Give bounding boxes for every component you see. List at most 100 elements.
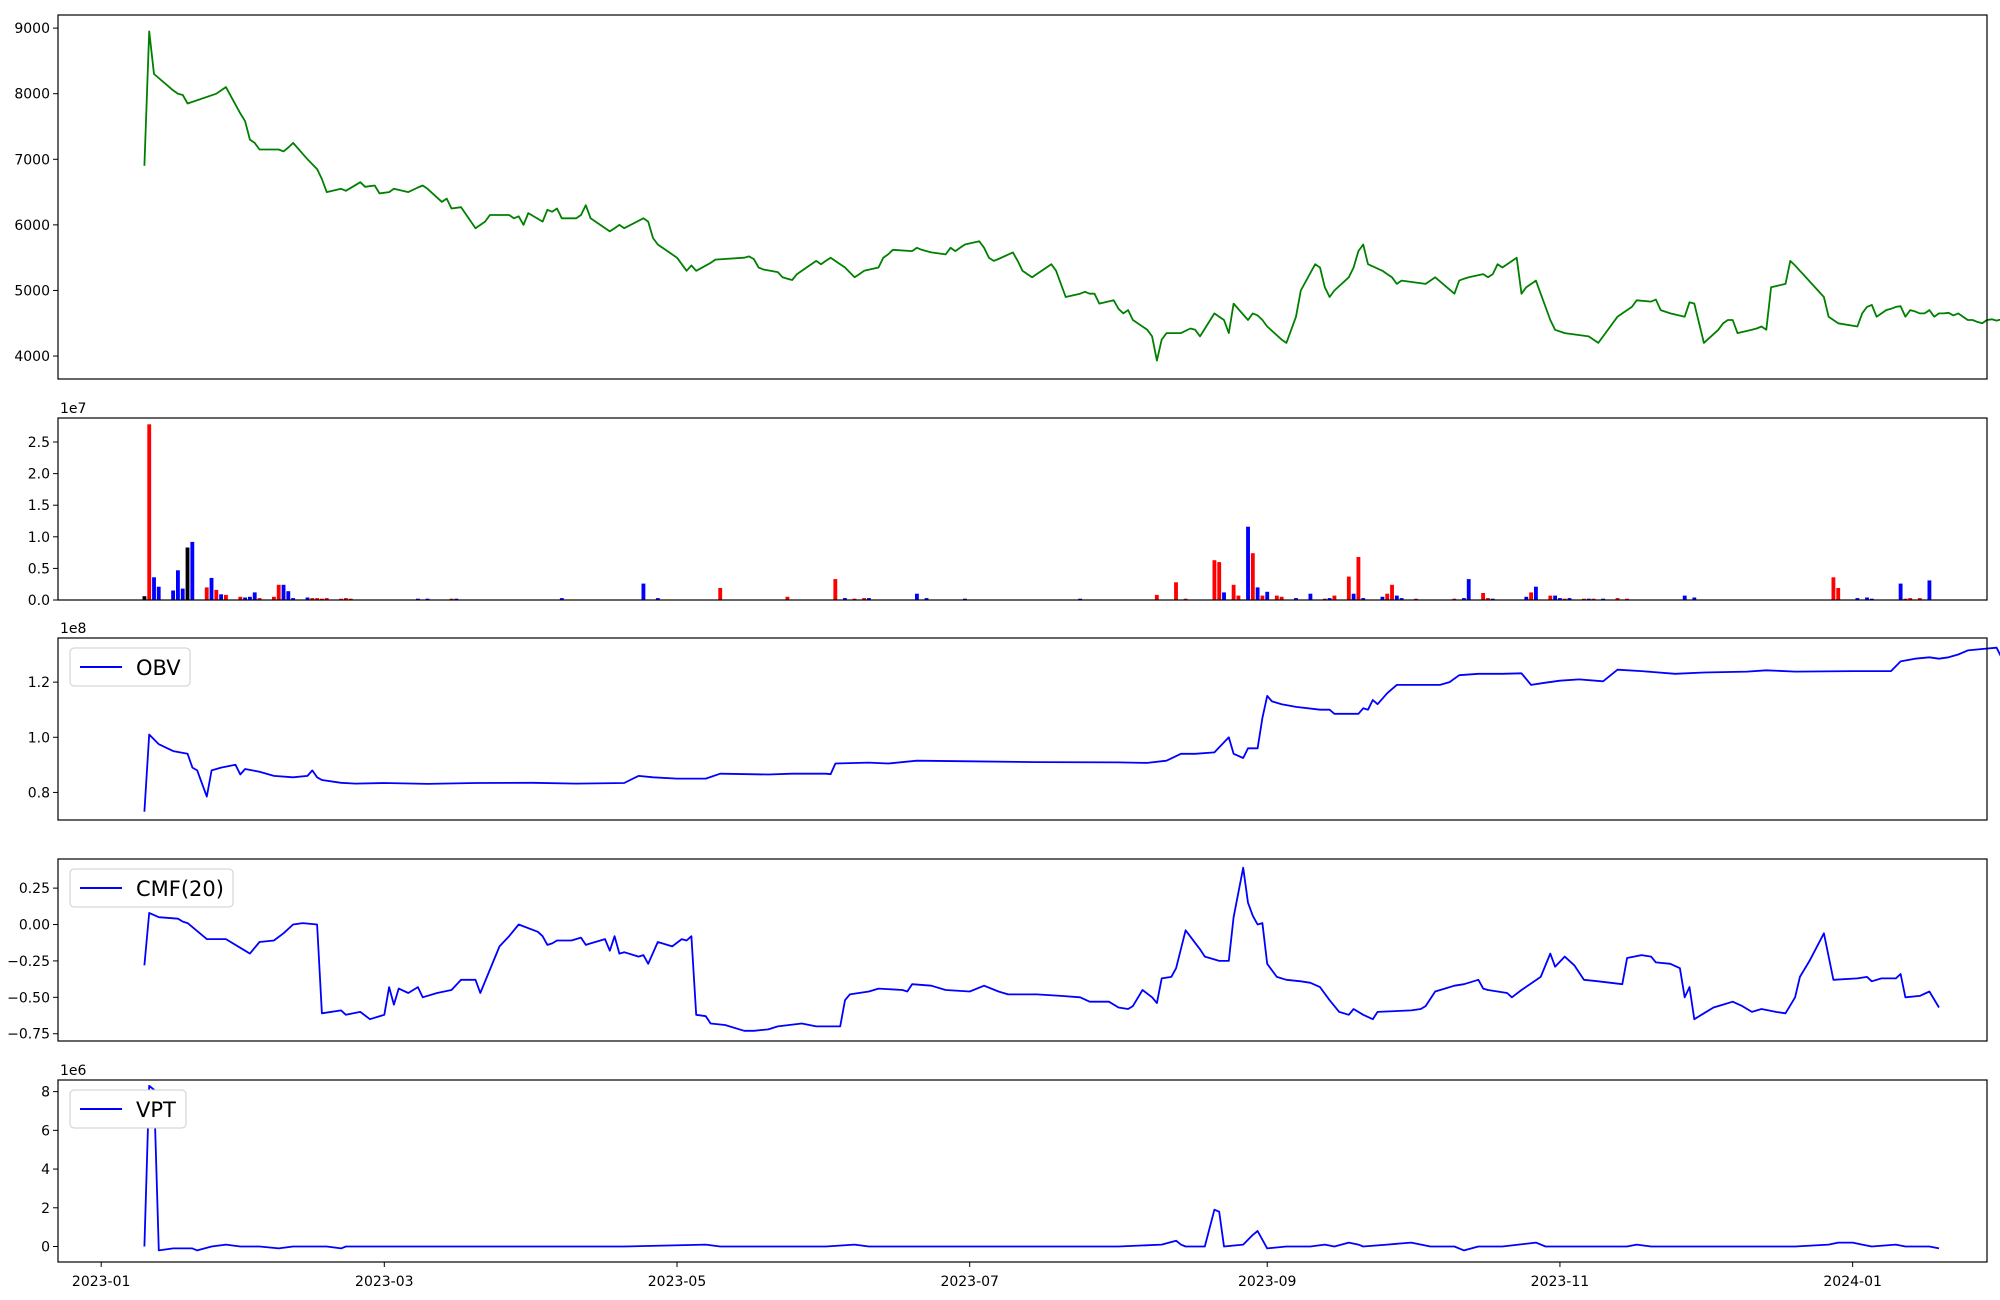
volume-bar bbox=[1260, 595, 1265, 600]
volume-bar bbox=[833, 579, 838, 600]
volume-bar bbox=[963, 598, 967, 600]
volume-bar bbox=[1836, 588, 1841, 600]
obv-legend: OBV bbox=[69, 647, 191, 687]
volume-bar bbox=[339, 598, 344, 600]
price-ytick-label: 8000 bbox=[14, 87, 50, 103]
cmf-ytick-label: −0.25 bbox=[7, 954, 50, 970]
panel-price: 4000 5000 6000 7000 8000 9000 bbox=[14, 14, 2000, 380]
volume-bar bbox=[1855, 598, 1860, 600]
volume-bar bbox=[1294, 598, 1298, 600]
volume-bar bbox=[843, 598, 847, 600]
volume-bar bbox=[862, 598, 867, 600]
volume-bar bbox=[1481, 593, 1486, 600]
volume-bar bbox=[1582, 598, 1586, 600]
obv-legend-box bbox=[69, 647, 191, 687]
x-tick-label: 2023-07 bbox=[940, 1274, 999, 1290]
volume-bar bbox=[248, 596, 252, 600]
volume-bar bbox=[1174, 582, 1178, 600]
volume-bar bbox=[243, 597, 248, 600]
obv-offset-label: 1e8 bbox=[60, 621, 86, 637]
volume-bar bbox=[180, 588, 185, 600]
volume-bar bbox=[1399, 598, 1404, 600]
volume-bar bbox=[1865, 597, 1869, 600]
volume-bar bbox=[281, 584, 286, 600]
volume-ytick-label: 2.5 bbox=[28, 435, 50, 451]
volume-bar bbox=[1231, 584, 1236, 600]
volume-bar bbox=[224, 594, 228, 600]
volume-ytick-label: 1.0 bbox=[28, 530, 50, 546]
volume-bar bbox=[219, 594, 224, 600]
x-tick-label: 2023-05 bbox=[648, 1274, 707, 1290]
cmf-legend-box bbox=[69, 868, 234, 908]
x-tick-label: 2023-01 bbox=[72, 1274, 131, 1290]
volume-bar bbox=[1356, 557, 1361, 600]
price-ytick-label: 9000 bbox=[14, 21, 50, 37]
volume-bar bbox=[1553, 595, 1558, 600]
x-axis: 2023-01 2023-03 2023-05 2023-07 2023-09 2023-… bbox=[72, 1262, 1882, 1290]
volume-bar bbox=[344, 598, 348, 600]
volume-bar bbox=[1246, 526, 1250, 600]
volume-bar bbox=[324, 598, 329, 600]
vpt-offset-label: 1e6 bbox=[60, 1063, 87, 1079]
vpt-ytick-label: 4 bbox=[41, 1162, 50, 1178]
panel-vpt-background bbox=[58, 1080, 1987, 1262]
volume-bar bbox=[1529, 592, 1534, 600]
volume-bar bbox=[310, 598, 315, 600]
volume-bar bbox=[1385, 593, 1390, 600]
vpt-yticks: 0 2 4 6 8 bbox=[41, 1085, 58, 1256]
panel-price-background bbox=[58, 15, 1987, 379]
price-yticks: 4000 5000 6000 7000 8000 9000 bbox=[14, 21, 58, 365]
volume-bar bbox=[1524, 596, 1529, 600]
volume-ytick-label: 0.0 bbox=[28, 593, 50, 609]
panel-volume-background bbox=[58, 418, 1987, 600]
volume-bar bbox=[1394, 595, 1399, 600]
panel-obv-background bbox=[58, 638, 1987, 820]
volume-bar bbox=[1625, 598, 1630, 600]
volume-bar bbox=[449, 598, 454, 600]
volume-bar bbox=[1591, 598, 1596, 600]
volume-bar bbox=[1831, 577, 1836, 601]
volume-bar bbox=[416, 598, 420, 600]
volume-bar bbox=[1390, 584, 1394, 600]
volume-bar bbox=[1361, 598, 1366, 600]
panel-cmf-frame bbox=[57, 858, 1988, 1042]
obv-ytick-label: 0.8 bbox=[28, 785, 50, 801]
volume-bar bbox=[1601, 598, 1606, 600]
volume-bar bbox=[924, 598, 929, 600]
volume-bar bbox=[1308, 593, 1313, 600]
volume-bar bbox=[1466, 579, 1471, 600]
obv-line bbox=[143, 646, 2000, 812]
volume-ytick-label: 2.0 bbox=[28, 467, 50, 483]
panel-obv-frame bbox=[57, 637, 1988, 821]
volume-bar bbox=[142, 596, 147, 600]
vpt-ytick-label: 2 bbox=[41, 1201, 50, 1217]
volume-bar bbox=[1927, 580, 1932, 600]
volume-yticks: 0.0 0.5 1.0 1.5 2.0 2.5 bbox=[28, 435, 58, 609]
volume-bar bbox=[1908, 598, 1913, 600]
panel-volume: 1e7 0.0 0.5 1.0 1.5 2.0 2.5 bbox=[28, 401, 1988, 609]
volume-bar bbox=[204, 587, 209, 600]
volume-bar bbox=[1217, 562, 1222, 600]
volume-bar bbox=[276, 584, 281, 600]
volume-bar bbox=[1452, 598, 1457, 600]
cmf-legend: CMF(20) bbox=[69, 868, 234, 908]
x-tick-label: 2024-01 bbox=[1823, 1274, 1882, 1290]
volume-bar bbox=[1567, 598, 1572, 600]
volume-bar bbox=[320, 598, 324, 600]
volume-ytick-label: 0.5 bbox=[28, 561, 50, 577]
panel-cmf-background bbox=[58, 859, 1987, 1041]
cmf-ytick-label: 0.25 bbox=[19, 881, 50, 897]
volume-bar bbox=[348, 598, 353, 600]
volume-bar bbox=[156, 586, 161, 600]
volume-bar bbox=[1615, 598, 1620, 600]
volume-bar bbox=[1274, 595, 1279, 600]
volume-ytick-label: 1.5 bbox=[28, 498, 50, 514]
cmf-ytick-label: 0.00 bbox=[19, 918, 50, 934]
volume-bar bbox=[185, 547, 190, 600]
volume-bar bbox=[1692, 597, 1697, 600]
cmf-ytick-label: −0.50 bbox=[7, 990, 50, 1006]
volume-bar bbox=[425, 598, 430, 600]
volume-bar bbox=[454, 598, 459, 600]
volume-bar bbox=[718, 588, 723, 600]
volume-bar bbox=[1265, 591, 1270, 600]
